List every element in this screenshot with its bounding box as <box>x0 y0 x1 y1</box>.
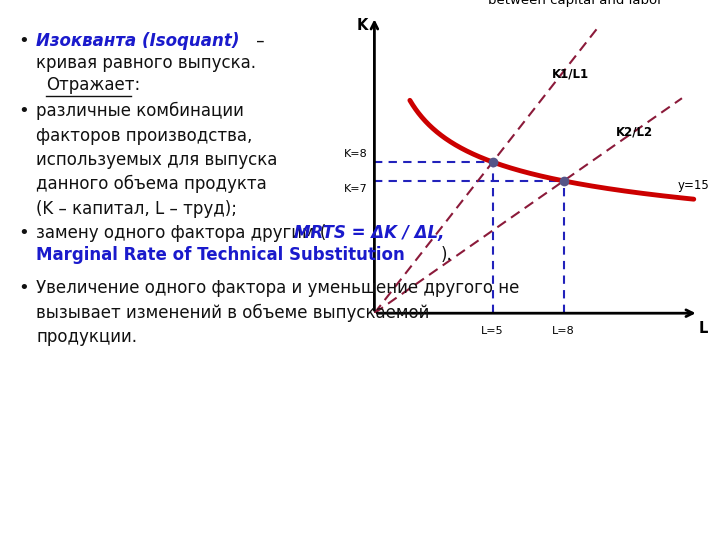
Text: L=8: L=8 <box>552 326 575 336</box>
Text: K=8: K=8 <box>343 149 367 159</box>
Text: кривая равного выпуска.: кривая равного выпуска. <box>36 54 256 72</box>
Text: замену одного фактора другим (: замену одного фактора другим ( <box>36 224 326 242</box>
Text: •: • <box>18 279 29 297</box>
Text: Отражает:: Отражает: <box>46 76 140 94</box>
Text: L: L <box>698 321 708 336</box>
Text: •: • <box>18 32 29 50</box>
Text: Imperfect substitution
between capital and labor: Imperfect substitution between capital a… <box>488 0 663 7</box>
Text: Увеличение одного фактора и уменьшение другого не
вызывает изменений в объеме вы: Увеличение одного фактора и уменьшение д… <box>36 279 519 346</box>
Text: K: K <box>357 18 368 33</box>
Text: K1/L1: K1/L1 <box>552 68 589 80</box>
Text: K2/L2: K2/L2 <box>616 126 653 139</box>
Text: y=15: y=15 <box>678 179 709 192</box>
Text: •: • <box>18 102 29 120</box>
Text: ).: ). <box>441 246 453 264</box>
Text: Изокванта (Isoquant): Изокванта (Isoquant) <box>36 32 240 50</box>
Text: K=7: K=7 <box>343 184 367 194</box>
Text: –: – <box>251 32 265 50</box>
Text: MRTS = ΔK / ΔL,: MRTS = ΔK / ΔL, <box>294 224 444 242</box>
Text: Marginal Rate of Technical Substitution: Marginal Rate of Technical Substitution <box>36 246 405 264</box>
Text: различные комбинации
факторов производства,
используемых для выпуска
данного объ: различные комбинации факторов производст… <box>36 102 277 218</box>
Text: •: • <box>18 224 29 242</box>
Text: L=5: L=5 <box>482 326 504 336</box>
